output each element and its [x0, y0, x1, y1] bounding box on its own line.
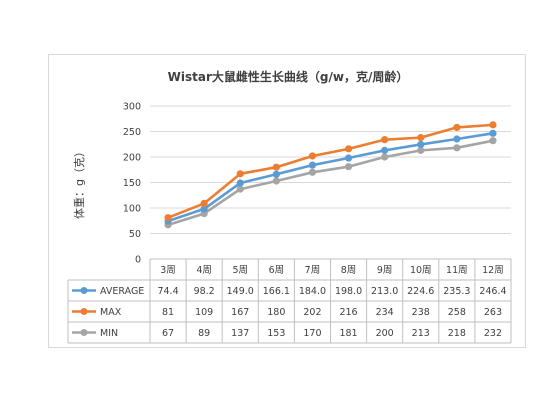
table-value: 232: [484, 328, 502, 339]
data-point-max: [381, 136, 389, 144]
y-axis-label: 体重：g（克）: [72, 146, 86, 219]
category-label: 7周: [305, 265, 321, 276]
y-tick-label: 300: [123, 102, 141, 113]
table-value: 181: [339, 328, 357, 339]
table-value: 202: [303, 307, 321, 318]
data-point-average: [453, 135, 461, 143]
legend-series-name: AVERAGE: [100, 286, 144, 297]
data-point-min: [236, 185, 244, 193]
data-point-max: [308, 152, 317, 160]
data-point-min: [272, 177, 280, 185]
data-point-average: [417, 140, 425, 149]
y-tick-label: 100: [123, 204, 141, 215]
data-point-average: [236, 179, 244, 187]
y-tick-label: 150: [123, 178, 141, 189]
legend-series-name: MIN: [100, 328, 118, 339]
table-value: 198.0: [335, 286, 362, 297]
data-point-max: [453, 123, 461, 132]
table-value: 89: [198, 328, 210, 339]
table-value: 167: [231, 307, 249, 318]
data-point-average: [200, 205, 208, 213]
table-value: 200: [376, 328, 394, 339]
chart-title: Wistar大鼠雌性生长曲线（g/w，克/周龄）: [168, 69, 409, 84]
table-value: 74.4: [157, 286, 178, 297]
table-value: 218: [448, 328, 466, 339]
table-value: 81: [162, 307, 174, 318]
chart-frame: Wistar大鼠雌性生长曲线（g/w，克/周龄） 体重：g（克） 0 50 100 150…: [48, 54, 526, 348]
table-value: 238: [412, 307, 430, 318]
data-point-max: [489, 121, 497, 129]
series-line-average: [167, 132, 494, 223]
chart-svg: Wistar大鼠雌性生长曲线（g/w，克/周龄） 体重：g（克） 0 50 100 150…: [67, 69, 512, 344]
series-line-max: [167, 123, 494, 219]
data-point-average: [344, 154, 353, 162]
table-value: 153: [267, 328, 285, 339]
table-value: 258: [448, 307, 466, 318]
legend-key-marker: [80, 329, 88, 336]
category-label: 8周: [341, 265, 357, 276]
legend-key-marker: [80, 308, 88, 315]
data-point-max: [417, 134, 425, 142]
table-value: 213: [412, 328, 430, 339]
table-value: 216: [339, 307, 357, 318]
data-point-min: [489, 137, 497, 145]
y-tick-label: 250: [123, 127, 141, 138]
y-tick-label: 200: [123, 153, 141, 164]
legend-series-name: MAX: [100, 307, 122, 318]
table-value: 67: [162, 328, 174, 339]
data-point-average: [272, 170, 280, 178]
legend-key-marker: [80, 287, 88, 294]
table-value: 166.1: [263, 286, 290, 297]
category-label: 9周: [377, 265, 393, 276]
category-label: 5周: [232, 265, 248, 276]
data-point-min: [381, 153, 389, 161]
data-point-min: [344, 163, 353, 171]
y-tick-label: 50: [129, 229, 141, 240]
table-value: 98.2: [194, 286, 215, 297]
table-value: 180: [267, 307, 285, 318]
table-value: 149.0: [227, 286, 254, 297]
data-point-min: [453, 144, 461, 152]
category-label: 3周: [160, 265, 176, 276]
table-value: 213.0: [371, 286, 398, 297]
category-label: 6周: [269, 265, 285, 276]
category-label: 12周: [482, 265, 504, 276]
table-value: 170: [303, 328, 321, 339]
data-point-max: [200, 199, 208, 208]
y-tick-label: 0: [135, 255, 141, 266]
category-label: 4周: [196, 265, 212, 276]
data-point-average: [381, 146, 389, 154]
category-label: 10周: [410, 265, 432, 276]
data-point-average: [308, 161, 317, 169]
data-point-max: [236, 170, 244, 178]
data-point-max: [344, 145, 353, 153]
category-label: 11周: [446, 265, 468, 276]
table-value: 234: [376, 307, 394, 318]
data-point-max: [272, 163, 280, 171]
table-value: 109: [195, 307, 213, 318]
table-value: 224.6: [407, 286, 434, 297]
data-point-min: [308, 168, 317, 176]
data-point-max: [164, 214, 172, 222]
table-value: 246.4: [479, 286, 506, 297]
series-line-min: [167, 139, 494, 227]
table-value: 137: [231, 328, 249, 339]
table-value: 263: [484, 307, 502, 318]
table-value: 235.3: [443, 286, 470, 297]
data-point-min: [417, 146, 425, 154]
table-value: 184.0: [299, 286, 326, 297]
data-point-average: [489, 129, 497, 137]
